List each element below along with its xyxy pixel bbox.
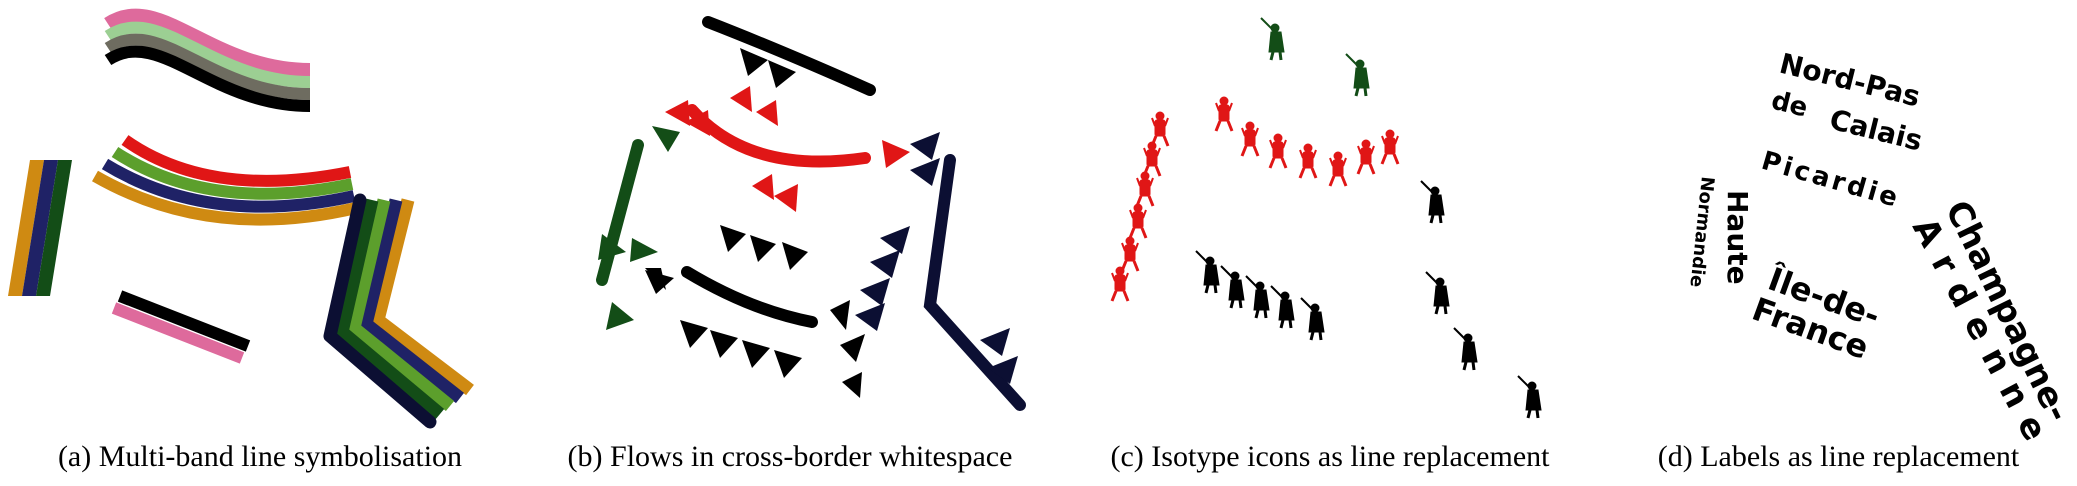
marching-figure-icons-red bbox=[1112, 97, 1398, 301]
label-nord-line2: de bbox=[1768, 86, 1810, 124]
caption-a: (a) Multi-band line symbolisation bbox=[0, 440, 520, 474]
flow-line-black-mid bbox=[687, 272, 812, 322]
panel-d: Nord-Pas de Calais Picardie Haute Norman… bbox=[1600, 0, 2077, 486]
flow-line-top bbox=[708, 22, 870, 90]
soldier-icons-black bbox=[1196, 181, 1541, 418]
band-line-left bbox=[8, 160, 72, 296]
isotype-icons bbox=[1060, 0, 1600, 430]
label-normandie: Normandie bbox=[1685, 175, 1718, 288]
panel-a: (a) Multi-band line symbolisation bbox=[0, 0, 520, 486]
label-haute: Haute bbox=[1721, 190, 1754, 285]
band-line-top bbox=[108, 16, 310, 106]
label-picardie: Picardie bbox=[1758, 146, 1904, 214]
band-line-arc bbox=[95, 140, 356, 220]
panel-c: (c) Isotype icons as line replacement bbox=[1060, 0, 1600, 486]
caption-b: (b) Flows in cross-border whitespace bbox=[520, 440, 1060, 474]
band-line-bottom bbox=[114, 296, 248, 358]
caption-c: (c) Isotype icons as line replacement bbox=[1060, 440, 1600, 474]
flow-lines bbox=[520, 0, 1060, 430]
multi-band-lines bbox=[0, 0, 520, 430]
line-labels: Nord-Pas de Calais Picardie Haute Norman… bbox=[1600, 0, 2077, 430]
caption-d: (d) Labels as line replacement bbox=[1600, 440, 2077, 474]
soldier-icons-green bbox=[1261, 18, 1369, 96]
flow-line-red bbox=[692, 110, 865, 162]
flow-triangles-black bbox=[645, 48, 865, 398]
band-line-right bbox=[330, 200, 470, 422]
flow-triangles-red bbox=[665, 86, 910, 212]
panel-b: (b) Flows in cross-border whitespace bbox=[520, 0, 1060, 486]
